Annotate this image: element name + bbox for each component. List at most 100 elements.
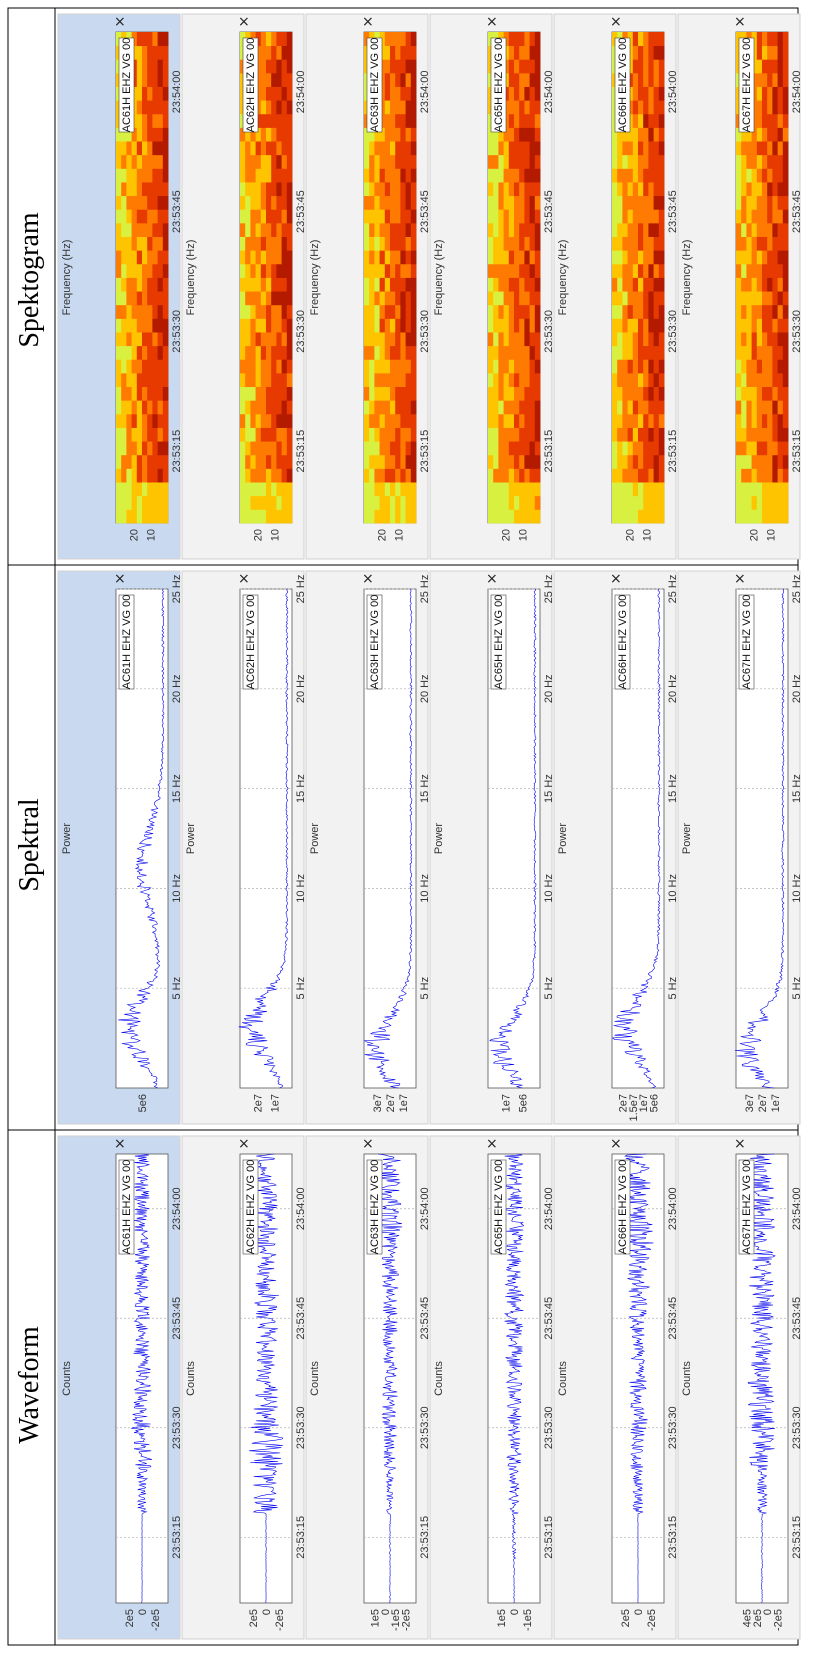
close-glyph[interactable]: × bbox=[238, 571, 250, 587]
heatmap-cell bbox=[534, 182, 541, 197]
close-icon[interactable]: × bbox=[734, 1136, 746, 1152]
close-icon[interactable]: × bbox=[238, 14, 250, 30]
heatmap-cell bbox=[534, 332, 541, 347]
close-glyph[interactable]: × bbox=[362, 1136, 374, 1152]
heatmap-cell bbox=[627, 413, 634, 428]
heatmap-cell bbox=[374, 345, 380, 360]
panel-waveform-6[interactable]: Counts4e52e50-2e523:53:1523:53:3023:53:4… bbox=[677, 1135, 803, 1640]
value-tick: 1e5 bbox=[369, 1609, 381, 1627]
heatmap-cell bbox=[281, 141, 288, 156]
close-glyph[interactable]: × bbox=[610, 571, 622, 587]
heatmap-cell bbox=[777, 468, 784, 483]
heatmap-cell bbox=[260, 482, 267, 497]
station-label: AC61H EHZ VG 00 bbox=[118, 1160, 135, 1255]
station-label-text: AC61H EHZ VG 00 bbox=[121, 1160, 133, 1255]
panel-spektogram-2[interactable]: Frequency (Hz)20 1023:53:1523:53:3023:53:… bbox=[181, 13, 307, 560]
heatmap-cell bbox=[255, 359, 262, 374]
heatmap-cell bbox=[762, 509, 768, 524]
panel-spektogram-6[interactable]: Frequency (Hz)20 1023:53:1523:53:3023:53:… bbox=[677, 13, 803, 560]
heatmap-cell bbox=[767, 236, 773, 251]
panel-spektogram-4[interactable]: Frequency (Hz)20 1023:53:1523:53:3023:53:… bbox=[429, 13, 555, 560]
heatmap-cell bbox=[157, 182, 164, 197]
close-icon[interactable]: × bbox=[734, 571, 746, 587]
heatmap-cell bbox=[162, 195, 169, 210]
close-glyph[interactable]: × bbox=[486, 1136, 498, 1152]
heatmap-cell bbox=[767, 318, 773, 333]
value-tick-label: 10 bbox=[146, 529, 158, 541]
close-icon[interactable]: × bbox=[610, 14, 622, 30]
close-icon[interactable]: × bbox=[238, 571, 250, 587]
heatmap-cell bbox=[632, 141, 639, 156]
close-glyph[interactable]: × bbox=[610, 1136, 622, 1152]
close-glyph[interactable]: × bbox=[238, 14, 250, 30]
close-glyph[interactable]: × bbox=[362, 14, 374, 30]
close-icon[interactable]: × bbox=[362, 14, 374, 30]
close-glyph[interactable]: × bbox=[114, 1136, 126, 1152]
heatmap-cell bbox=[741, 291, 747, 306]
heatmap-cell bbox=[632, 468, 639, 483]
heatmap-cell bbox=[514, 127, 520, 142]
time-tick-label: 23:53:15 bbox=[791, 1516, 803, 1559]
heatmap-cell bbox=[131, 468, 138, 483]
close-glyph[interactable]: × bbox=[486, 571, 498, 587]
heatmap-cell bbox=[638, 359, 644, 374]
close-glyph[interactable]: × bbox=[114, 571, 126, 587]
close-icon[interactable]: × bbox=[734, 14, 746, 30]
close-glyph[interactable]: × bbox=[486, 14, 498, 30]
heatmap-cell bbox=[260, 359, 267, 374]
close-glyph[interactable]: × bbox=[114, 14, 126, 30]
heatmap-cell bbox=[405, 413, 412, 428]
heatmap-cell bbox=[622, 304, 628, 319]
close-glyph[interactable]: × bbox=[734, 571, 746, 587]
heatmap-cell bbox=[162, 441, 169, 456]
close-icon[interactable]: × bbox=[238, 1136, 250, 1152]
close-icon[interactable]: × bbox=[610, 1136, 622, 1152]
heatmap-cell bbox=[741, 277, 747, 292]
y-axis-label: Power bbox=[61, 823, 73, 855]
heatmap-cell bbox=[612, 441, 618, 456]
panel-waveform-3[interactable]: Counts1e50-1e5-2e523:53:1523:53:3023:53:… bbox=[305, 1135, 431, 1640]
value-tick: 20 bbox=[500, 529, 512, 541]
close-icon[interactable]: × bbox=[362, 1136, 374, 1152]
heatmap-cell bbox=[772, 154, 778, 169]
close-icon[interactable]: × bbox=[486, 1136, 498, 1152]
panel-spektogram-1[interactable]: Frequency (Hz)20 1023:53:1523:53:3023:53:… bbox=[57, 13, 183, 560]
close-icon[interactable]: × bbox=[362, 571, 374, 587]
heatmap-cell bbox=[395, 222, 401, 237]
heatmap-cell bbox=[653, 113, 660, 128]
close-icon[interactable]: × bbox=[486, 571, 498, 587]
spectrum-trace bbox=[363, 588, 413, 1089]
heatmap-cell bbox=[245, 236, 251, 251]
close-icon[interactable]: × bbox=[114, 14, 126, 30]
close-glyph[interactable]: × bbox=[238, 1136, 250, 1152]
close-glyph[interactable]: × bbox=[734, 14, 746, 30]
heatmap-cell bbox=[514, 495, 520, 510]
close-icon[interactable]: × bbox=[114, 1136, 126, 1152]
close-glyph[interactable]: × bbox=[734, 1136, 746, 1152]
close-icon[interactable]: × bbox=[486, 14, 498, 30]
close-glyph[interactable]: × bbox=[610, 14, 622, 30]
close-glyph[interactable]: × bbox=[362, 571, 374, 587]
heatmap-cell bbox=[529, 168, 536, 183]
close-icon[interactable]: × bbox=[610, 571, 622, 587]
heatmap-cell bbox=[281, 250, 288, 265]
panel-spektogram-5[interactable]: Frequency (Hz)20 1023:53:1523:53:3023:53:… bbox=[553, 13, 679, 560]
heatmap-cell bbox=[390, 100, 396, 115]
value-tick: 2e7 bbox=[617, 1094, 629, 1112]
heatmap-cell bbox=[245, 372, 251, 388]
close-icon[interactable]: × bbox=[114, 571, 126, 587]
heatmap-cell bbox=[384, 45, 391, 60]
heatmap-cell bbox=[643, 59, 649, 74]
panel-spektogram-3[interactable]: Frequency (Hz)20 1023:53:1523:53:3023:53:… bbox=[305, 13, 431, 560]
heatmap-cell bbox=[524, 468, 530, 483]
